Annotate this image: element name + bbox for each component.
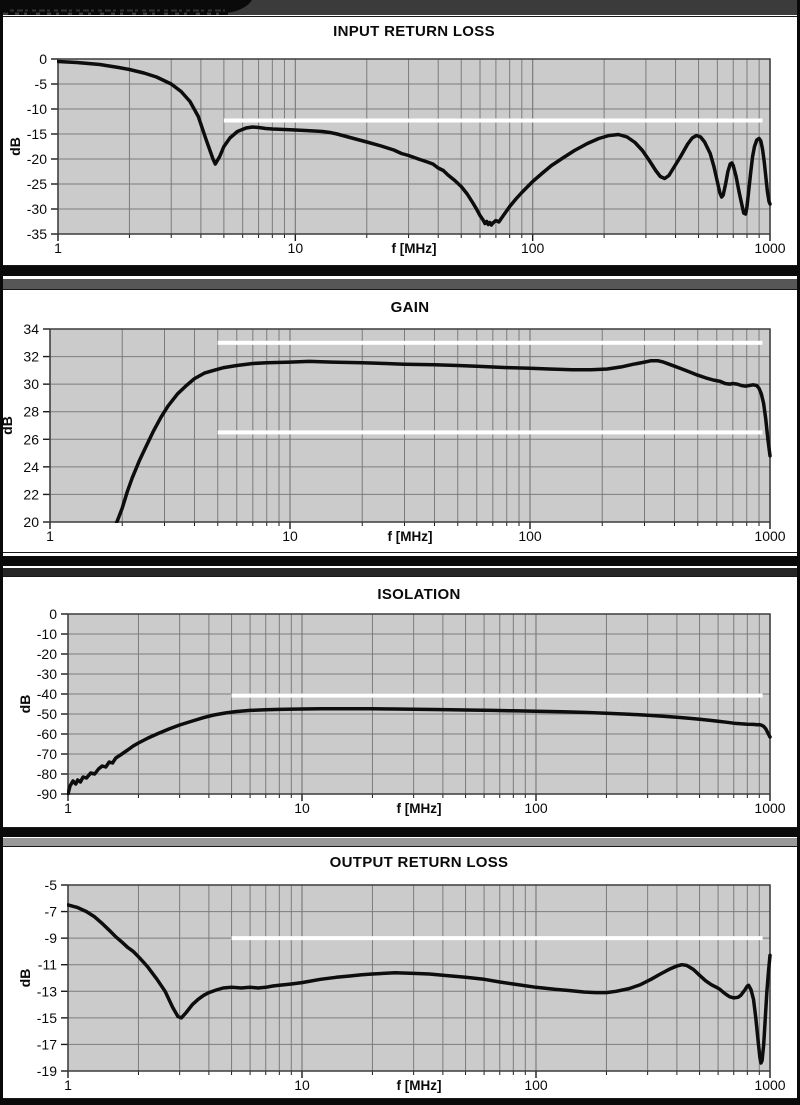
- svg-text:-60: -60: [37, 726, 57, 742]
- svg-text:100: 100: [518, 528, 542, 544]
- svg-text:24: 24: [23, 459, 39, 475]
- svg-text:-40: -40: [37, 686, 57, 702]
- svg-text:dB: dB: [3, 416, 15, 435]
- svg-text:30: 30: [23, 376, 39, 392]
- svg-text:1000: 1000: [754, 1077, 785, 1093]
- svg-text:-9: -9: [45, 930, 58, 946]
- svg-text:1: 1: [64, 1077, 72, 1093]
- svg-text:-5: -5: [45, 877, 58, 893]
- svg-text:22: 22: [23, 486, 39, 502]
- svg-text:100: 100: [524, 1077, 548, 1093]
- svg-text:-80: -80: [37, 766, 57, 782]
- svg-text:1000: 1000: [754, 528, 785, 544]
- svg-text:-15: -15: [27, 126, 47, 142]
- svg-text:-90: -90: [37, 786, 57, 802]
- output-return-loss-chart: -5 -7 -9 -11 -13 -15 -17 -19 1 10 100 1000 f [MHz] dB: [17, 877, 786, 1093]
- svg-text:-20: -20: [27, 151, 47, 167]
- chart-title: ISOLATION: [377, 586, 461, 603]
- separator-light-gray-bar: [0, 838, 800, 846]
- svg-text:-11: -11: [38, 957, 57, 973]
- input-return-loss-chart: 0 -5 -10 -15 -20 -25 -30 -35 1 10 100 1000 f [MHz] dB: [7, 51, 786, 256]
- svg-text:28: 28: [23, 404, 39, 420]
- svg-text:f [MHz]: f [MHz]: [388, 529, 433, 544]
- separator-black-bar: [0, 556, 800, 566]
- svg-text:0: 0: [49, 606, 57, 622]
- banner-cutoff-text-shape: [0, 0, 252, 15]
- svg-text:10: 10: [294, 800, 310, 816]
- svg-text:1: 1: [46, 528, 54, 544]
- svg-text:-19: -19: [37, 1063, 57, 1079]
- separator-black-bar: [0, 828, 800, 837]
- svg-text:-20: -20: [37, 646, 57, 662]
- svg-text:-13: -13: [37, 983, 57, 999]
- chart-title: INPUT RETURN LOSS: [333, 23, 495, 40]
- svg-text:10: 10: [294, 1077, 310, 1093]
- separator-dark-gray-bar: [0, 568, 800, 576]
- svg-text:32: 32: [23, 349, 39, 365]
- separator-gray-bar: [0, 279, 800, 289]
- svg-text:10: 10: [288, 240, 304, 256]
- top-banner: [0, 0, 800, 15]
- svg-text:-25: -25: [27, 176, 47, 192]
- svg-text:1: 1: [54, 240, 62, 256]
- page-bottom-border: [0, 1099, 800, 1105]
- svg-text:-35: -35: [27, 226, 47, 242]
- svg-text:1000: 1000: [754, 800, 785, 816]
- svg-text:-10: -10: [27, 101, 47, 117]
- page-left-border: [0, 0, 3, 1105]
- chart-title: OUTPUT RETURN LOSS: [329, 854, 509, 871]
- separator-black-bar: [0, 266, 800, 276]
- page-right-border: [797, 0, 800, 1105]
- svg-text:f [MHz]: f [MHz]: [392, 241, 437, 256]
- svg-text:10: 10: [282, 528, 298, 544]
- svg-text:f [MHz]: f [MHz]: [397, 801, 442, 816]
- svg-text:-17: -17: [37, 1036, 57, 1052]
- svg-text:1: 1: [64, 800, 72, 816]
- chart-panel-output-return-loss: OUTPUT RETURN LOSS -5 -7 -9 -11 -13 -15 -17 -19…: [3, 846, 797, 1099]
- chart-title: GAIN: [390, 299, 430, 316]
- chart-panel-input-return-loss: INPUT RETURN LOSS 0 -5 -10 -15 -20 -25 -30 -35 1…: [3, 16, 797, 266]
- chart-panel-gain: GAIN 34 32 30 28 26 24 22 20 1 10 100 1000 f [MHz] dB: [3, 289, 797, 553]
- svg-text:100: 100: [524, 800, 548, 816]
- svg-text:-50: -50: [37, 706, 57, 722]
- gain-chart: 34 32 30 28 26 24 22 20 1 10 100 1000 f [MHz] dB: [3, 321, 786, 544]
- svg-text:-5: -5: [35, 76, 48, 92]
- svg-text:dB: dB: [17, 969, 33, 988]
- svg-text:26: 26: [23, 431, 39, 447]
- svg-text:-10: -10: [37, 626, 57, 642]
- isolation-chart: 0 -10 -20 -30 -40 -50 -60 -70 -80 -90 1 10 100 1000 f …: [17, 606, 786, 816]
- svg-text:dB: dB: [7, 137, 23, 156]
- svg-text:-30: -30: [37, 666, 57, 682]
- svg-text:-7: -7: [45, 904, 58, 920]
- svg-text:34: 34: [23, 321, 39, 337]
- svg-text:f [MHz]: f [MHz]: [397, 1078, 442, 1093]
- svg-text:-30: -30: [27, 201, 47, 217]
- svg-text:-70: -70: [37, 746, 57, 762]
- svg-text:20: 20: [23, 514, 39, 530]
- svg-text:100: 100: [521, 240, 545, 256]
- svg-text:0: 0: [39, 51, 47, 67]
- svg-text:1000: 1000: [754, 240, 785, 256]
- svg-text:-15: -15: [37, 1010, 57, 1026]
- chart-panel-isolation: ISOLATION 0 -10 -20 -30 -40 -50 -60 -70 -80 -90 1 1…: [3, 576, 797, 828]
- svg-text:dB: dB: [17, 695, 33, 714]
